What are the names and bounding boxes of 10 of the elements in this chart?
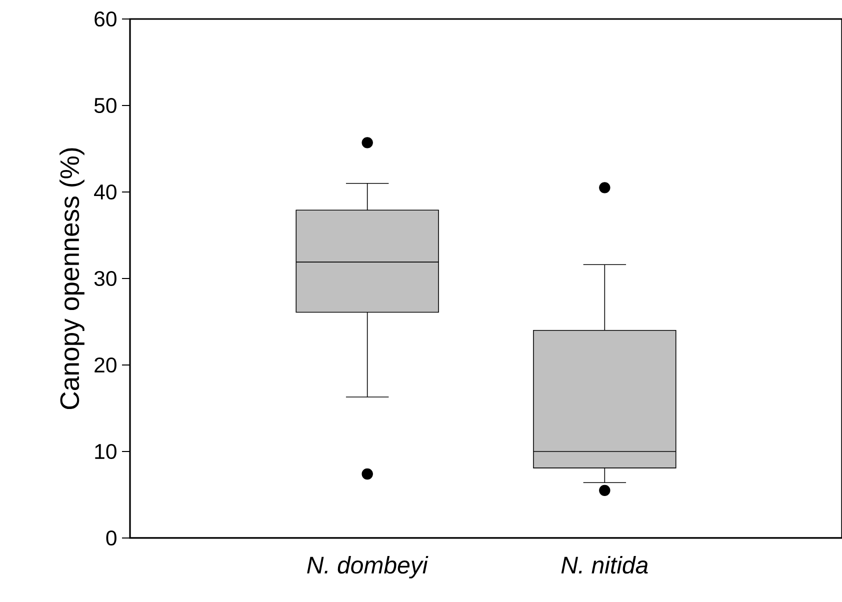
y-tick-label: 20: [94, 357, 116, 373]
y-tick-label: 0: [106, 530, 116, 546]
y-tick-label: 40: [94, 184, 116, 200]
y-tick-label: 30: [94, 270, 116, 286]
x-tick-label: N. dombeyi: [307, 556, 428, 578]
y-tick-label: 10: [95, 444, 116, 460]
y-axis-title: Canopy openness (%): [60, 148, 84, 410]
y-tick-label: 50: [94, 98, 116, 114]
y-tick-label: 60: [94, 11, 116, 27]
x-tick-label: N. nitida: [561, 556, 648, 574]
